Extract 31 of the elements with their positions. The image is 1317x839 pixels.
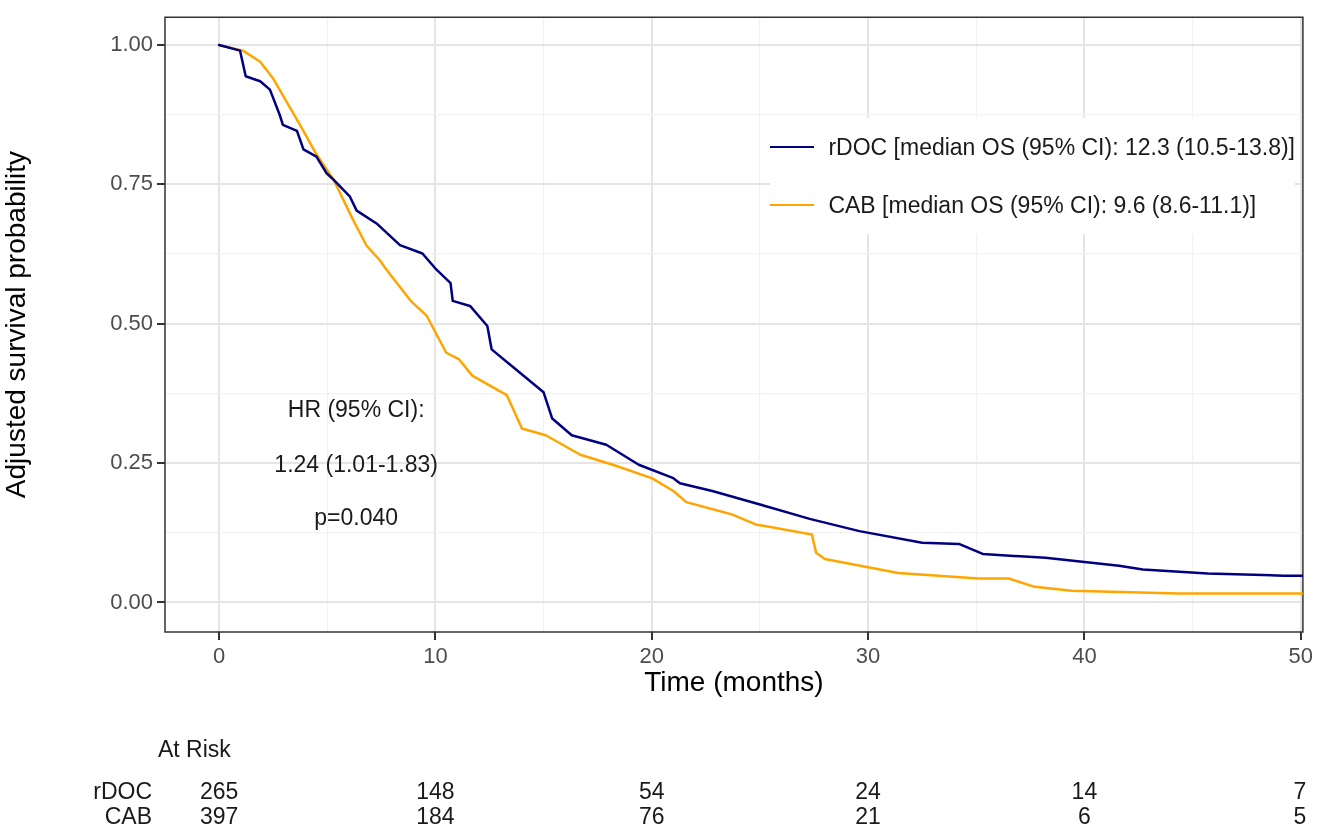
text: CAB <box>104 803 152 829</box>
y-tick-label: 1.00 <box>110 31 153 57</box>
legend-label: rDOC [median OS (95% CI): 12.3 (10.5-13.8)] <box>828 133 1295 161</box>
y-tick-label: 0.00 <box>110 588 153 614</box>
text: 14 <box>1071 778 1098 804</box>
text: rDOC <box>93 778 152 804</box>
y-axis-title: Adjusted survival probability <box>0 151 31 499</box>
text: 5 <box>1293 803 1307 829</box>
annotation: 1.24 (1.01-1.83) <box>274 451 438 478</box>
annotation: p=0.040 <box>314 503 399 530</box>
y-tick-label: 0.50 <box>110 309 153 335</box>
text: 184 <box>416 803 455 829</box>
legend-label: CAB [median OS (95% CI): 9.6 (8.6-11.1)] <box>828 191 1257 219</box>
x-tick-label: 40 <box>1072 643 1097 669</box>
x-tick-label: 30 <box>855 643 881 669</box>
text: At Risk <box>158 736 231 762</box>
text: 397 <box>199 803 239 829</box>
text: 21 <box>855 803 881 829</box>
x-tick-label: 10 <box>423 643 448 669</box>
annotation: HR (95% CI): <box>287 396 425 423</box>
text: 24 <box>855 778 881 804</box>
text: 54 <box>638 778 665 804</box>
text: 6 <box>1078 803 1091 829</box>
text: 76 <box>638 803 665 829</box>
y-tick-label: 0.25 <box>110 449 153 475</box>
x-tick-label: 50 <box>1288 643 1313 669</box>
y-tick-label: 0.75 <box>110 170 153 196</box>
text: 265 <box>199 778 239 804</box>
x-tick-label: 0 <box>212 643 226 669</box>
text: 148 <box>416 778 455 804</box>
text: 7 <box>1293 778 1307 804</box>
